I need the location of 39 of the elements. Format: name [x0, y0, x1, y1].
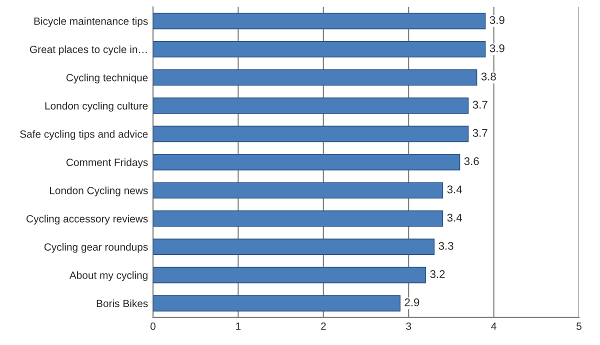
- bar: [153, 154, 460, 170]
- y-tick-label: London cycling culture: [45, 102, 148, 112]
- bar: [153, 238, 435, 256]
- data-label: 3.3: [438, 242, 454, 250]
- data-label: 3.7: [472, 129, 488, 137]
- y-tick-label: About my cycling: [69, 271, 148, 281]
- bar: [153, 41, 486, 58]
- y-tick-label: Boris Bikes: [96, 300, 148, 308]
- x-tick-label: 2: [321, 322, 326, 330]
- bar: [153, 295, 400, 312]
- data-label: 3.6: [464, 157, 479, 166]
- x-tick-label: 4: [491, 322, 496, 330]
- y-tick-label: Cycling gear roundups: [44, 243, 148, 253]
- y-tick-label: London Cycling news: [50, 186, 148, 196]
- data-label: 3.7: [472, 100, 488, 109]
- bar: [153, 182, 444, 199]
- bar: [153, 266, 426, 284]
- bar: [153, 98, 469, 114]
- bar: [153, 69, 478, 86]
- bar: [153, 12, 486, 30]
- data-label: 3.8: [481, 72, 496, 80]
- x-tick-label: 5: [576, 322, 582, 330]
- bar: [153, 210, 444, 227]
- data-label: 3.4: [447, 214, 462, 222]
- bar: [153, 126, 469, 142]
- x-tick-label: 3: [406, 322, 412, 330]
- data-label: 3.2: [430, 270, 445, 278]
- x-tick-label: 1: [236, 322, 241, 330]
- y-tick-label: Bicycle maintenance tips: [34, 17, 148, 27]
- y-tick-label: Comment Fridays: [66, 158, 148, 168]
- data-label: 3.9: [490, 16, 504, 24]
- y-tick-label: Great places to cycle in…: [30, 45, 147, 56]
- data-label: 3.9: [490, 44, 504, 52]
- y-tick-label: Cycling technique: [66, 74, 148, 84]
- data-label: 3.4: [447, 185, 462, 194]
- x-tick-label: 0: [150, 322, 156, 330]
- y-tick-label: Cycling accessory reviews: [26, 214, 148, 225]
- y-tick-label: Safe cycling tips and advice: [20, 130, 148, 140]
- data-label: 2.9: [404, 298, 420, 306]
